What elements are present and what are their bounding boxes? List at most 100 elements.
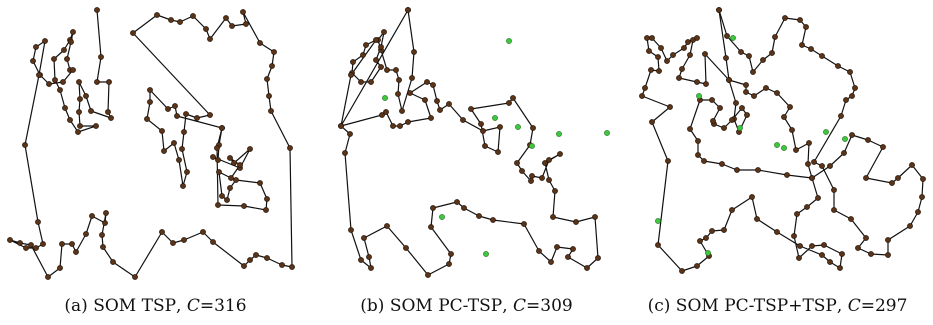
tour-node [407, 90, 413, 96]
tour-node [70, 29, 76, 35]
tour-node [656, 68, 662, 74]
tour-node [726, 77, 732, 83]
tour-node [229, 23, 235, 29]
tour-node [835, 63, 841, 69]
tour-node [554, 244, 560, 250]
tour-node [61, 47, 67, 53]
tour-node [241, 263, 247, 269]
tour-node [403, 245, 409, 251]
unvisited-node [492, 115, 498, 121]
tour-node [396, 77, 402, 83]
tour-node [99, 232, 105, 238]
tour-node [703, 81, 709, 87]
tour-node [180, 183, 186, 189]
tour-node [279, 262, 285, 268]
tour-node [176, 157, 182, 163]
tour-node [819, 252, 825, 258]
tour-node [33, 245, 39, 251]
tour-node [478, 121, 484, 127]
tour-node [253, 252, 259, 258]
unvisited-node [781, 145, 787, 151]
tour-node [243, 21, 249, 27]
tour-node [22, 142, 28, 148]
unvisited-node [696, 93, 702, 99]
tour-node [592, 214, 598, 220]
tour-node [791, 233, 797, 239]
tour-node [803, 24, 809, 30]
tour-node [89, 213, 95, 219]
tour-node [263, 207, 269, 213]
tour-node [794, 211, 800, 217]
tour-node [774, 90, 780, 96]
tour-node [231, 160, 237, 166]
tour-node [849, 132, 855, 138]
tour-node [223, 15, 229, 21]
tour-node [733, 100, 739, 106]
unvisited-node [604, 130, 610, 136]
tour-node [721, 227, 727, 233]
tour-node [170, 240, 176, 246]
tour-node [468, 106, 474, 112]
tour-node [215, 202, 221, 208]
tour-node [667, 104, 673, 110]
tour-node [216, 169, 222, 175]
tour-node [215, 157, 221, 163]
tour-node [264, 255, 270, 261]
tour-node [510, 95, 516, 101]
tour-node [98, 54, 104, 60]
tour-node [709, 228, 715, 234]
tour-node [497, 124, 503, 130]
panel-c: (c) SOM PC-TSP+TSP, C=297 [622, 0, 933, 325]
tour-node [194, 115, 200, 121]
tour-node [915, 209, 921, 215]
tour-node [83, 93, 89, 99]
tour-node [88, 108, 94, 114]
tour-node [521, 221, 527, 227]
tour-node [781, 114, 787, 120]
tour-node [227, 185, 233, 191]
tour-node [716, 7, 722, 13]
tour-node [694, 79, 700, 85]
tour-node [676, 75, 682, 81]
tour-node [681, 45, 687, 51]
tour-node [805, 161, 811, 167]
tour-node [646, 48, 652, 54]
unvisited-node [483, 251, 489, 257]
tour-node [348, 72, 354, 78]
tour-node [233, 177, 239, 183]
caption-cost-value: =316 [199, 296, 247, 316]
tour-node [51, 56, 57, 62]
tour-node [639, 93, 645, 99]
tour-node [885, 252, 891, 258]
tour-node [837, 265, 843, 271]
tour-node [289, 264, 295, 270]
tour-node [648, 67, 654, 73]
tour-node [454, 199, 460, 205]
tour-node [165, 106, 171, 112]
tour-node [207, 36, 213, 42]
tour-node [461, 205, 467, 211]
tour-node [184, 169, 190, 175]
tour-node [819, 163, 825, 169]
tour-node [809, 243, 815, 249]
tour-node [570, 246, 576, 252]
caption-label: (c) [647, 296, 671, 316]
tour-node [373, 57, 379, 63]
tour-node [865, 137, 871, 143]
tour-node [448, 251, 454, 257]
tour-node [247, 257, 253, 263]
tour-node [734, 167, 740, 173]
caption-cost-value: =309 [526, 296, 573, 316]
tour-node [76, 79, 82, 85]
tour-node [247, 146, 253, 152]
unvisited-node [823, 129, 829, 135]
tour-node [694, 35, 700, 41]
tour-node [476, 213, 482, 219]
tour-node [378, 64, 384, 70]
tour-node [665, 158, 671, 164]
tour-node [64, 56, 70, 62]
tour-node [490, 217, 496, 223]
unvisited-node [506, 38, 512, 44]
tour-node [827, 163, 833, 169]
tour-node [655, 54, 661, 60]
